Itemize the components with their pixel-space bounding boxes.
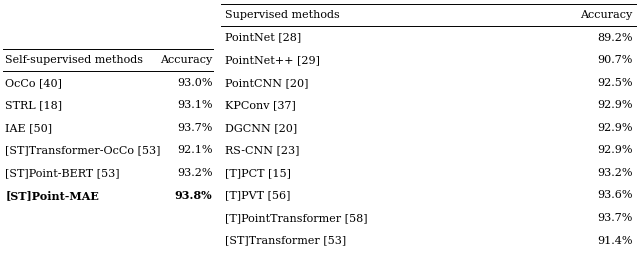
Text: 93.7%: 93.7% [597, 213, 632, 223]
Text: 93.6%: 93.6% [597, 190, 632, 200]
Text: KPConv [37]: KPConv [37] [225, 100, 296, 110]
Text: 92.1%: 92.1% [177, 145, 212, 155]
Text: 92.9%: 92.9% [597, 145, 632, 155]
Text: RS-CNN [23]: RS-CNN [23] [225, 145, 300, 155]
Text: [ST]Point-BERT [53]: [ST]Point-BERT [53] [5, 168, 120, 178]
Text: DGCNN [20]: DGCNN [20] [225, 123, 297, 133]
Text: 90.7%: 90.7% [597, 55, 632, 65]
Text: 92.9%: 92.9% [597, 100, 632, 110]
Text: PointNet [28]: PointNet [28] [225, 33, 301, 43]
Text: 93.8%: 93.8% [175, 190, 212, 201]
Text: PointCNN [20]: PointCNN [20] [225, 78, 308, 88]
Text: 92.5%: 92.5% [597, 78, 632, 88]
Text: 93.2%: 93.2% [177, 168, 212, 178]
Text: STRL [18]: STRL [18] [5, 100, 63, 110]
Text: [ST]Transformer [53]: [ST]Transformer [53] [225, 236, 346, 246]
Text: [ST]Transformer-OcCo [53]: [ST]Transformer-OcCo [53] [5, 145, 161, 155]
Text: [ST]Point-MAE: [ST]Point-MAE [5, 190, 99, 201]
Text: IAE [50]: IAE [50] [5, 123, 52, 133]
Text: 93.1%: 93.1% [177, 100, 212, 110]
Text: Self-supervised methods: Self-supervised methods [5, 55, 143, 65]
Text: [T]PVT [56]: [T]PVT [56] [225, 190, 291, 200]
Text: Accuracy: Accuracy [160, 55, 212, 65]
Text: [T]PointTransformer [58]: [T]PointTransformer [58] [225, 213, 367, 223]
Text: Supervised methods: Supervised methods [225, 10, 340, 20]
Text: OcCo [40]: OcCo [40] [5, 78, 62, 88]
Text: Accuracy: Accuracy [580, 10, 632, 20]
Text: 93.0%: 93.0% [177, 78, 212, 88]
Text: 91.4%: 91.4% [597, 236, 632, 246]
Text: 93.2%: 93.2% [597, 168, 632, 178]
Text: [T]PCT [15]: [T]PCT [15] [225, 168, 291, 178]
Text: PointNet++ [29]: PointNet++ [29] [225, 55, 320, 65]
Text: 89.2%: 89.2% [597, 33, 632, 43]
Text: 93.7%: 93.7% [177, 123, 212, 133]
Text: 92.9%: 92.9% [597, 123, 632, 133]
